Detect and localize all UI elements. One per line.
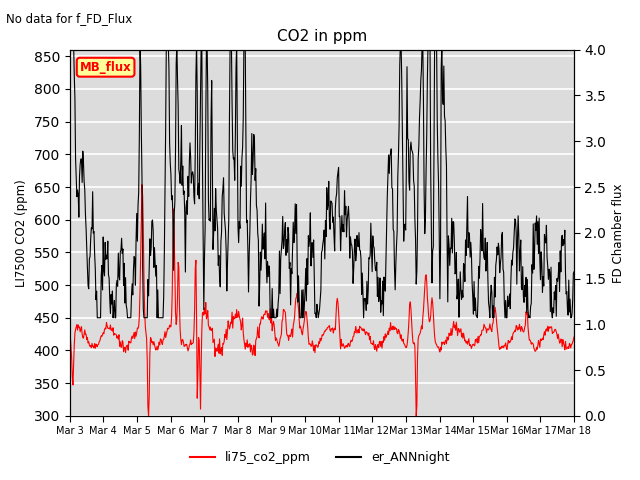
Legend: li75_co2_ppm, er_ANNnight: li75_co2_ppm, er_ANNnight (186, 446, 454, 469)
Text: No data for f_FD_Flux: No data for f_FD_Flux (6, 12, 132, 25)
Text: MB_flux: MB_flux (80, 60, 131, 74)
Title: CO2 in ppm: CO2 in ppm (276, 29, 367, 44)
Y-axis label: LI7500 CO2 (ppm): LI7500 CO2 (ppm) (15, 179, 28, 287)
Y-axis label: FD Chamber flux: FD Chamber flux (612, 183, 625, 283)
